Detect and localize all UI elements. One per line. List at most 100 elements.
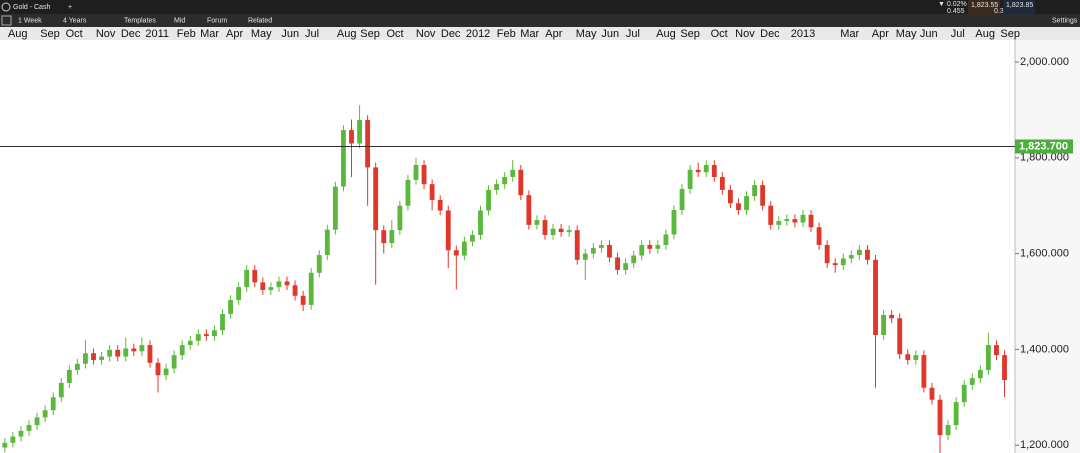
candle-body (139, 345, 145, 352)
bid-price[interactable]: 1,823.55 (971, 2, 998, 9)
candle-body (969, 378, 975, 385)
candle-body (929, 387, 935, 400)
candle-body (50, 397, 56, 411)
candle-body (341, 130, 346, 187)
change-value: 0.455 (947, 8, 965, 15)
candle-body (631, 255, 637, 264)
settings-button[interactable]: Settings (1052, 17, 1078, 24)
x-tick-label: May (251, 28, 272, 40)
candle-body (405, 179, 411, 206)
candle-body (187, 340, 193, 346)
candle-body (220, 313, 225, 331)
x-tick-label: Dec (760, 28, 780, 40)
candle-body (123, 348, 129, 357)
candle-body (470, 234, 475, 242)
candle-body (373, 167, 379, 231)
candle-body (534, 220, 540, 225)
candle-body (582, 253, 588, 260)
candle-body (389, 230, 395, 244)
candle-body (236, 287, 242, 301)
y-tick-label: 1,200.000 (1020, 439, 1069, 451)
forum-button[interactable]: Forum (207, 17, 227, 24)
candle-body (74, 363, 80, 370)
candle-body (179, 345, 185, 356)
x-tick-label: Sep (1000, 28, 1020, 40)
candle-body (921, 355, 927, 388)
x-tick-label: 2013 (791, 28, 815, 40)
candle-body (502, 176, 508, 185)
candle-body (203, 334, 209, 336)
candle-body (42, 410, 48, 418)
interval-button[interactable]: 1 Week (18, 17, 42, 24)
candle-body (83, 353, 88, 364)
x-tick-label: Oct (66, 28, 83, 40)
candle-body (155, 362, 161, 376)
candle-body (99, 356, 104, 360)
related-button[interactable]: Related (248, 17, 272, 24)
candle-body (647, 244, 653, 249)
y-tick-label: 2,000.000 (1020, 56, 1069, 68)
x-tick-label: Aug (337, 28, 357, 40)
x-tick-label: Jul (951, 28, 965, 40)
candle-body (961, 384, 967, 403)
candle-body (768, 205, 774, 225)
candle-body (308, 272, 314, 305)
bid-box[interactable] (968, 0, 1000, 14)
x-tick-label: Apr (545, 28, 562, 40)
candle-body (865, 249, 870, 260)
candle-body (816, 227, 822, 245)
candle-body (34, 417, 40, 426)
candle-body (599, 244, 604, 248)
candle-body (655, 244, 661, 249)
candle-body (276, 281, 282, 288)
candle-body (510, 169, 516, 177)
candle-body (695, 169, 701, 173)
candle-body (357, 119, 362, 144)
candle-body (736, 203, 741, 211)
candle-body (703, 165, 709, 173)
panel-icon[interactable] (1, 15, 12, 26)
candle-body (349, 130, 354, 144)
ask-price[interactable]: 1,823.85 (1006, 2, 1033, 9)
x-tick-label: May (896, 28, 917, 40)
candle-body (268, 287, 274, 291)
candle-body (977, 369, 983, 379)
candle-body (115, 349, 121, 357)
y-tick-label: 1,600.000 (1020, 248, 1069, 260)
candle-body (107, 349, 113, 357)
candle-body (639, 244, 645, 256)
candle-body (332, 186, 338, 230)
candle-body (760, 185, 766, 206)
price-type-button[interactable]: Mid (174, 17, 185, 24)
x-tick-label: Jul (305, 28, 319, 40)
change-percent: ▼ 0.02% (938, 1, 967, 8)
x-tick-label: Mar (200, 28, 219, 40)
templates-button[interactable]: Templates (124, 17, 156, 24)
candle-body (985, 345, 991, 370)
date-axis (0, 27, 1080, 40)
candle-body (719, 176, 725, 190)
title-bar (0, 0, 1080, 14)
x-tick-label: Jul (626, 28, 640, 40)
x-tick-label: Mar (840, 28, 859, 40)
candle-body (413, 165, 419, 180)
range-button[interactable]: 4 Years (63, 17, 87, 24)
ask-box[interactable] (1003, 0, 1035, 14)
candle-body (300, 295, 306, 305)
candle-body (228, 300, 233, 314)
candle-body (445, 210, 451, 251)
x-tick-label: Dec (121, 28, 141, 40)
candle-body (292, 285, 298, 296)
candle-body (131, 348, 137, 352)
candle-body (429, 184, 435, 200)
x-tick-label: Jun (601, 28, 619, 40)
x-tick-label: Nov (96, 28, 116, 40)
add-tab[interactable]: + (68, 4, 72, 11)
x-tick-label: Apr (872, 28, 889, 40)
candle-body (800, 214, 806, 223)
instrument-tab[interactable]: Gold - Cash (13, 4, 50, 11)
candle-body (316, 255, 322, 273)
y-tick-label: 1,400.000 (1020, 343, 1069, 355)
candle-body (889, 314, 895, 319)
